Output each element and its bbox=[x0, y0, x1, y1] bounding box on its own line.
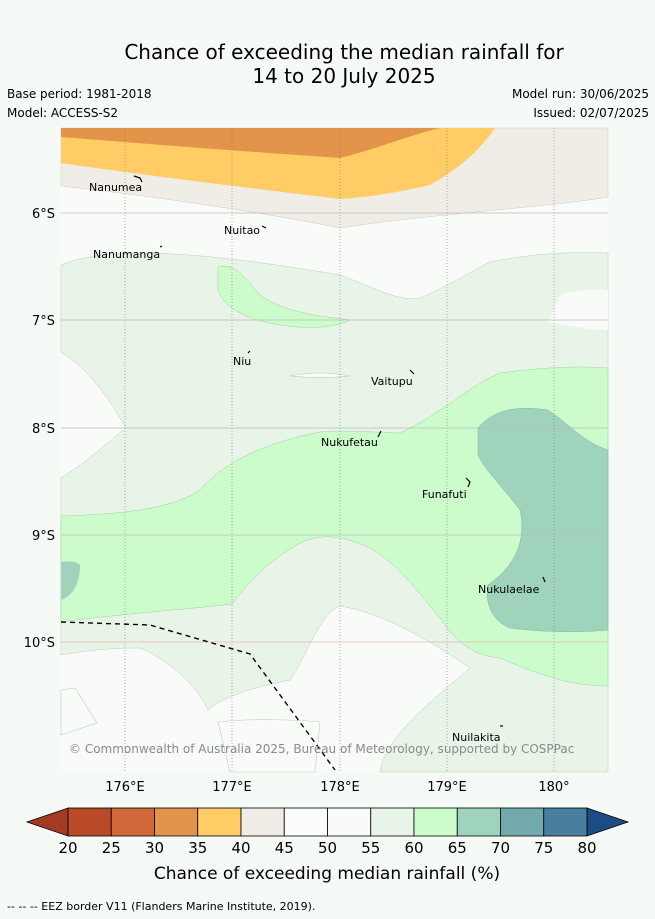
colorbar-tick-label: 65 bbox=[448, 839, 467, 857]
contour-south bbox=[217, 719, 321, 773]
latitude-labels: 6°S 7°S 8°S 9°S 10°S bbox=[24, 207, 55, 651]
place-label-nanumanga: Nanumanga bbox=[93, 248, 160, 261]
model-name: Model: ACCESS-S2 bbox=[7, 106, 119, 120]
issued-date: Issued: 02/07/2025 bbox=[533, 106, 649, 120]
lat-label-9s: 9°S bbox=[32, 529, 55, 544]
band-35-40 bbox=[61, 128, 495, 199]
colorbar-tick-label: 50 bbox=[318, 839, 337, 857]
colorbar: 20 25 30 35 40 45 50 55 60 65 70 75 80 bbox=[25, 807, 630, 857]
colorbar-tick-label: 20 bbox=[58, 839, 77, 857]
eez-legend-note: -- -- -- EEZ border V11 (Flanders Marine… bbox=[7, 900, 316, 913]
lat-label-7s: 7°S bbox=[32, 314, 55, 329]
longitude-labels: 176°E 177°E 178°E 179°E 180° bbox=[105, 780, 569, 795]
colorbar-cell bbox=[543, 807, 588, 837]
colorbar-cell bbox=[370, 807, 415, 837]
colorbar-cell bbox=[456, 807, 501, 837]
island-marks bbox=[133, 175, 546, 727]
band-65-70-east bbox=[477, 408, 609, 632]
colorbar-tick-label: 30 bbox=[145, 839, 164, 857]
band-60-65 bbox=[60, 366, 609, 687]
contour-vaitupu bbox=[289, 372, 351, 378]
colorbar-tick-label: 55 bbox=[361, 839, 380, 857]
place-label-nukulaelae: Nukulaelae bbox=[478, 583, 540, 596]
title-line-2: 14 to 20 July 2025 bbox=[252, 64, 436, 88]
base-period: Base period: 1981-2018 bbox=[7, 87, 152, 101]
copyright-notice: © Commonwealth of Australia 2025, Bureau… bbox=[69, 742, 575, 756]
longitude-gridlines bbox=[124, 128, 555, 772]
colorbar-tick-label: 40 bbox=[231, 839, 250, 857]
lat-label-10s: 10°S bbox=[24, 636, 55, 651]
colorbar-tick-label: 75 bbox=[534, 839, 553, 857]
colorbar-low-arrow bbox=[25, 807, 69, 837]
colorbar-high-arrow bbox=[586, 807, 630, 837]
title-line-1: Chance of exceeding the median rainfall … bbox=[124, 40, 564, 64]
colorbar-tick-label: 80 bbox=[577, 839, 596, 857]
colorbar-cell bbox=[154, 807, 199, 837]
colorbar-tick-label: 60 bbox=[404, 839, 423, 857]
model-run: Model run: 30/06/2025 bbox=[511, 87, 649, 101]
lat-label-8s: 8°S bbox=[32, 422, 55, 437]
colorbar-tick-label: 25 bbox=[102, 839, 121, 857]
lon-label-180: 180° bbox=[538, 780, 569, 795]
lon-label-176e: 176°E bbox=[105, 780, 145, 795]
place-label-vaitupu: Vaitupu bbox=[371, 375, 413, 388]
colorbar-cell bbox=[240, 807, 285, 837]
colorbar-cell bbox=[67, 807, 112, 837]
place-label-nukufetau: Nukufetau bbox=[321, 436, 378, 449]
place-labels: Nanumea Nuitao Nanumanga Niu Vaitupu Nuk… bbox=[89, 181, 540, 744]
lon-label-178e: 178°E bbox=[320, 780, 360, 795]
place-label-nanumea: Nanumea bbox=[89, 181, 142, 194]
colorbar-cell bbox=[413, 807, 458, 837]
colorbar-cell bbox=[500, 807, 545, 837]
chart-title: Chance of exceeding the median rainfall … bbox=[0, 40, 655, 88]
colorbar-cell bbox=[197, 807, 242, 837]
eez-border-line bbox=[60, 621, 336, 771]
colorbar-tick-label: 70 bbox=[491, 839, 510, 857]
colorbar-cell bbox=[327, 807, 372, 837]
colorbar-tick-label: 35 bbox=[188, 839, 207, 857]
lon-label-177e: 177°E bbox=[212, 780, 252, 795]
colorbar-cell bbox=[110, 807, 155, 837]
place-label-niu: Niu bbox=[233, 355, 251, 368]
place-label-nuitao: Nuitao bbox=[224, 224, 260, 237]
place-label-nuilakita: Nuilakita bbox=[452, 731, 501, 744]
colorbar-cell bbox=[283, 807, 328, 837]
contour-southwest bbox=[60, 687, 98, 736]
latitude-gridlines bbox=[61, 212, 608, 643]
band-30-35 bbox=[61, 128, 440, 158]
lat-label-6s: 6°S bbox=[32, 207, 55, 222]
lon-label-179e: 179°E bbox=[427, 780, 467, 795]
place-label-funafuti: Funafuti bbox=[422, 488, 467, 501]
colorbar-label: Chance of exceeding median rainfall (%) bbox=[154, 864, 500, 884]
colorbar-tick-label: 45 bbox=[275, 839, 294, 857]
band-65-70-west bbox=[61, 561, 80, 600]
